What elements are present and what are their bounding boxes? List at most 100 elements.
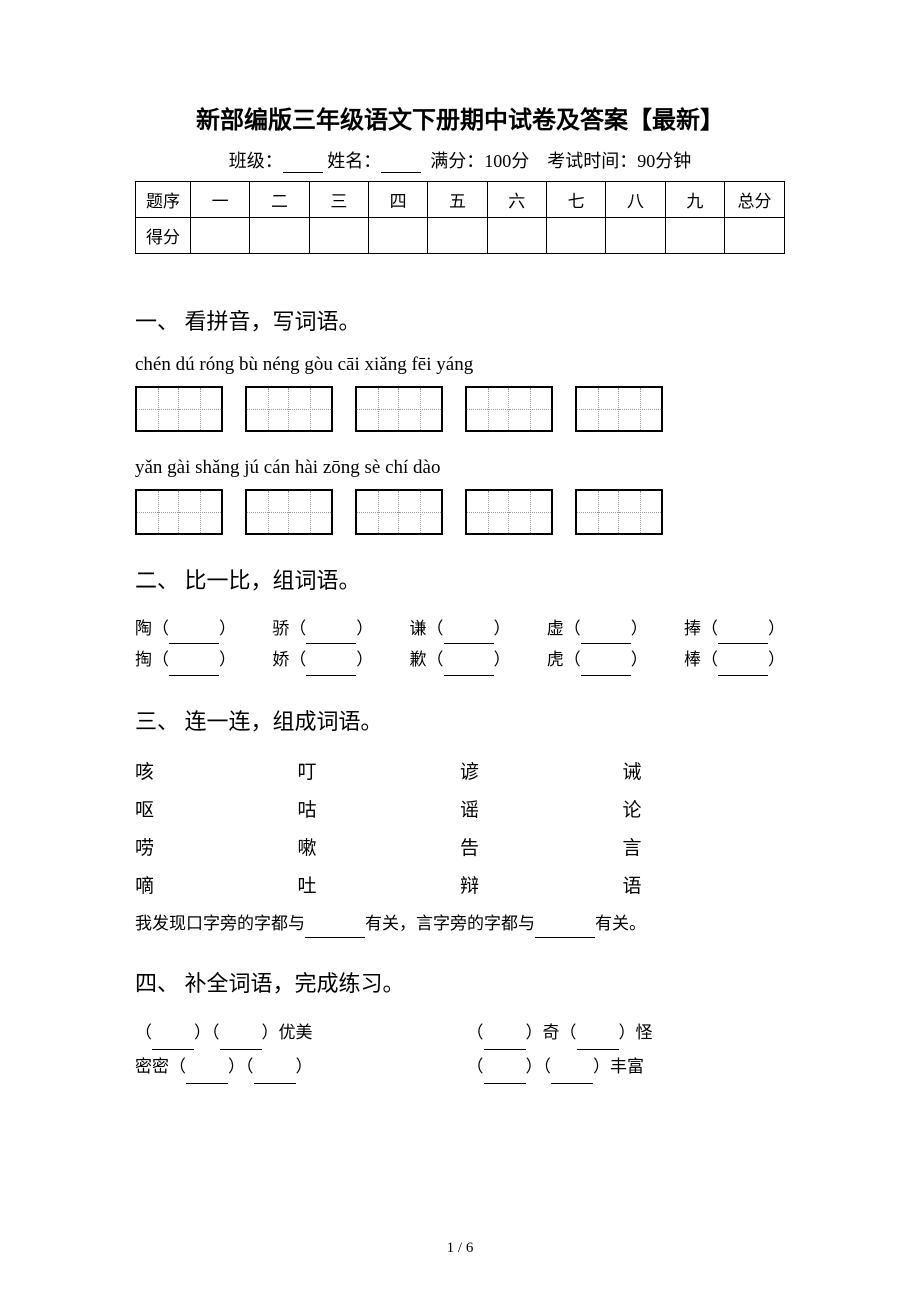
char-box-pair[interactable] <box>355 489 443 535</box>
match-char: 论 <box>623 792 786 830</box>
answer-blank[interactable] <box>484 1083 526 1084</box>
match-row: 呕 咕 谣 论 <box>135 792 785 830</box>
char-box-pair[interactable] <box>355 386 443 432</box>
char: 棒 <box>684 650 701 669</box>
table-cell[interactable] <box>487 218 546 254</box>
table-row: 题序 一 二 三 四 五 六 七 八 九 总分 <box>136 182 785 218</box>
exam-info-line: 班级： 姓名： 满分：100分 考试时间：90分钟 <box>135 147 785 173</box>
table-cell: 六 <box>487 182 546 218</box>
exam-title: 新部编版三年级语文下册期中试卷及答案【最新】 <box>135 100 785 135</box>
answer-blank[interactable] <box>186 1083 228 1084</box>
class-blank[interactable] <box>283 172 323 173</box>
answer-blank[interactable] <box>306 675 356 676</box>
answer-blank[interactable] <box>444 675 494 676</box>
section-3-heading: 三、 连一连，组成词语。 <box>135 704 785 736</box>
char-box-pair[interactable] <box>245 386 333 432</box>
fill-text: 奇 <box>543 1023 560 1042</box>
match-char: 咳 <box>135 754 298 792</box>
char-box-pair[interactable] <box>465 489 553 535</box>
answer-blank[interactable] <box>551 1083 593 1084</box>
char-box-pair[interactable] <box>245 489 333 535</box>
answer-blank[interactable] <box>305 937 365 938</box>
char: 捧 <box>684 619 701 638</box>
fill-row-2: 密密（）（） （）（）丰富 <box>135 1050 785 1084</box>
section-2-heading: 二、 比一比，组词语。 <box>135 563 785 595</box>
table-cell[interactable] <box>368 218 427 254</box>
compare-row-1: 陶（） 骄（） 谦（） 虚（） 捧（） <box>135 613 785 644</box>
fill-text: 优美 <box>279 1023 313 1042</box>
table-cell: 九 <box>665 182 724 218</box>
match-char: 诫 <box>623 754 786 792</box>
match-row: 嘀 吐 辩 语 <box>135 868 785 906</box>
match-char: 谚 <box>460 754 623 792</box>
char-box-pair[interactable] <box>575 386 663 432</box>
name-label: 姓名： <box>327 151 381 171</box>
table-cell: 一 <box>191 182 250 218</box>
table-cell[interactable] <box>546 218 605 254</box>
match-row: 咳 叮 谚 诫 <box>135 754 785 792</box>
table-cell[interactable] <box>191 218 250 254</box>
match-char: 嗽 <box>298 830 461 868</box>
answer-blank[interactable] <box>169 675 219 676</box>
char: 掏 <box>135 650 152 669</box>
page-number: 1 / 6 <box>0 1240 920 1257</box>
match-char: 告 <box>460 830 623 868</box>
char-box-pair[interactable] <box>135 386 223 432</box>
time-label: 考试时间：90分钟 <box>547 151 691 171</box>
table-cell[interactable] <box>725 218 785 254</box>
match-row: 唠 嗽 告 言 <box>135 830 785 868</box>
fill-text: 密密 <box>135 1057 169 1076</box>
answer-blank[interactable] <box>718 675 768 676</box>
match-char: 言 <box>623 830 786 868</box>
char-box-pair[interactable] <box>135 489 223 535</box>
pinyin-row-1: chén dú róng bù néng gòu cāi xiǎng fēi y… <box>135 354 785 376</box>
char: 歉 <box>410 650 427 669</box>
char-box-pair[interactable] <box>575 489 663 535</box>
section-4-heading: 四、 补全词语，完成练习。 <box>135 966 785 998</box>
fill-text: 怪 <box>636 1023 653 1042</box>
name-blank[interactable] <box>381 172 421 173</box>
answer-blank[interactable] <box>581 675 631 676</box>
match-char: 唠 <box>135 830 298 868</box>
table-cell[interactable] <box>428 218 487 254</box>
char: 陶 <box>135 619 152 638</box>
table-cell: 得分 <box>136 218 191 254</box>
char: 虚 <box>547 619 564 638</box>
match-char: 语 <box>623 868 786 906</box>
match-char: 嘀 <box>135 868 298 906</box>
compare-row-2: 掏（） 娇（） 歉（） 虎（） 棒（） <box>135 644 785 675</box>
answer-blank[interactable] <box>254 1083 296 1084</box>
match-char: 谣 <box>460 792 623 830</box>
table-cell: 总分 <box>725 182 785 218</box>
table-cell[interactable] <box>665 218 724 254</box>
match-char: 吐 <box>298 868 461 906</box>
class-label: 班级： <box>229 151 283 171</box>
match-char: 呕 <box>135 792 298 830</box>
fullscore-label: 满分：100分 <box>430 151 529 171</box>
score-table: 题序 一 二 三 四 五 六 七 八 九 总分 得分 <box>135 181 785 254</box>
char: 骄 <box>272 619 289 638</box>
discover-prefix: 我发现口字旁的字都与 <box>135 914 305 933</box>
table-cell[interactable] <box>309 218 368 254</box>
table-cell: 二 <box>250 182 309 218</box>
table-cell: 七 <box>546 182 605 218</box>
char: 虎 <box>547 650 564 669</box>
match-char: 叮 <box>298 754 461 792</box>
pinyin-row-2: yǎn gài shǎng jú cán hài zōng sè chí dào <box>135 457 785 479</box>
match-char: 咕 <box>298 792 461 830</box>
match-char: 辩 <box>460 868 623 906</box>
table-cell: 题序 <box>136 182 191 218</box>
discover-middle: 有关，言字旁的字都与 <box>365 914 535 933</box>
char-box-pair[interactable] <box>465 386 553 432</box>
char-boxes-row-2 <box>135 489 785 535</box>
answer-blank[interactable] <box>535 937 595 938</box>
discover-line: 我发现口字旁的字都与 有关，言字旁的字都与 有关。 <box>135 910 785 938</box>
char: 娇 <box>272 650 289 669</box>
discover-suffix: 有关。 <box>595 914 646 933</box>
table-cell: 八 <box>606 182 665 218</box>
table-cell[interactable] <box>250 218 309 254</box>
fill-text: 丰富 <box>610 1057 644 1076</box>
table-cell: 四 <box>368 182 427 218</box>
char-boxes-row-1 <box>135 386 785 432</box>
table-cell[interactable] <box>606 218 665 254</box>
